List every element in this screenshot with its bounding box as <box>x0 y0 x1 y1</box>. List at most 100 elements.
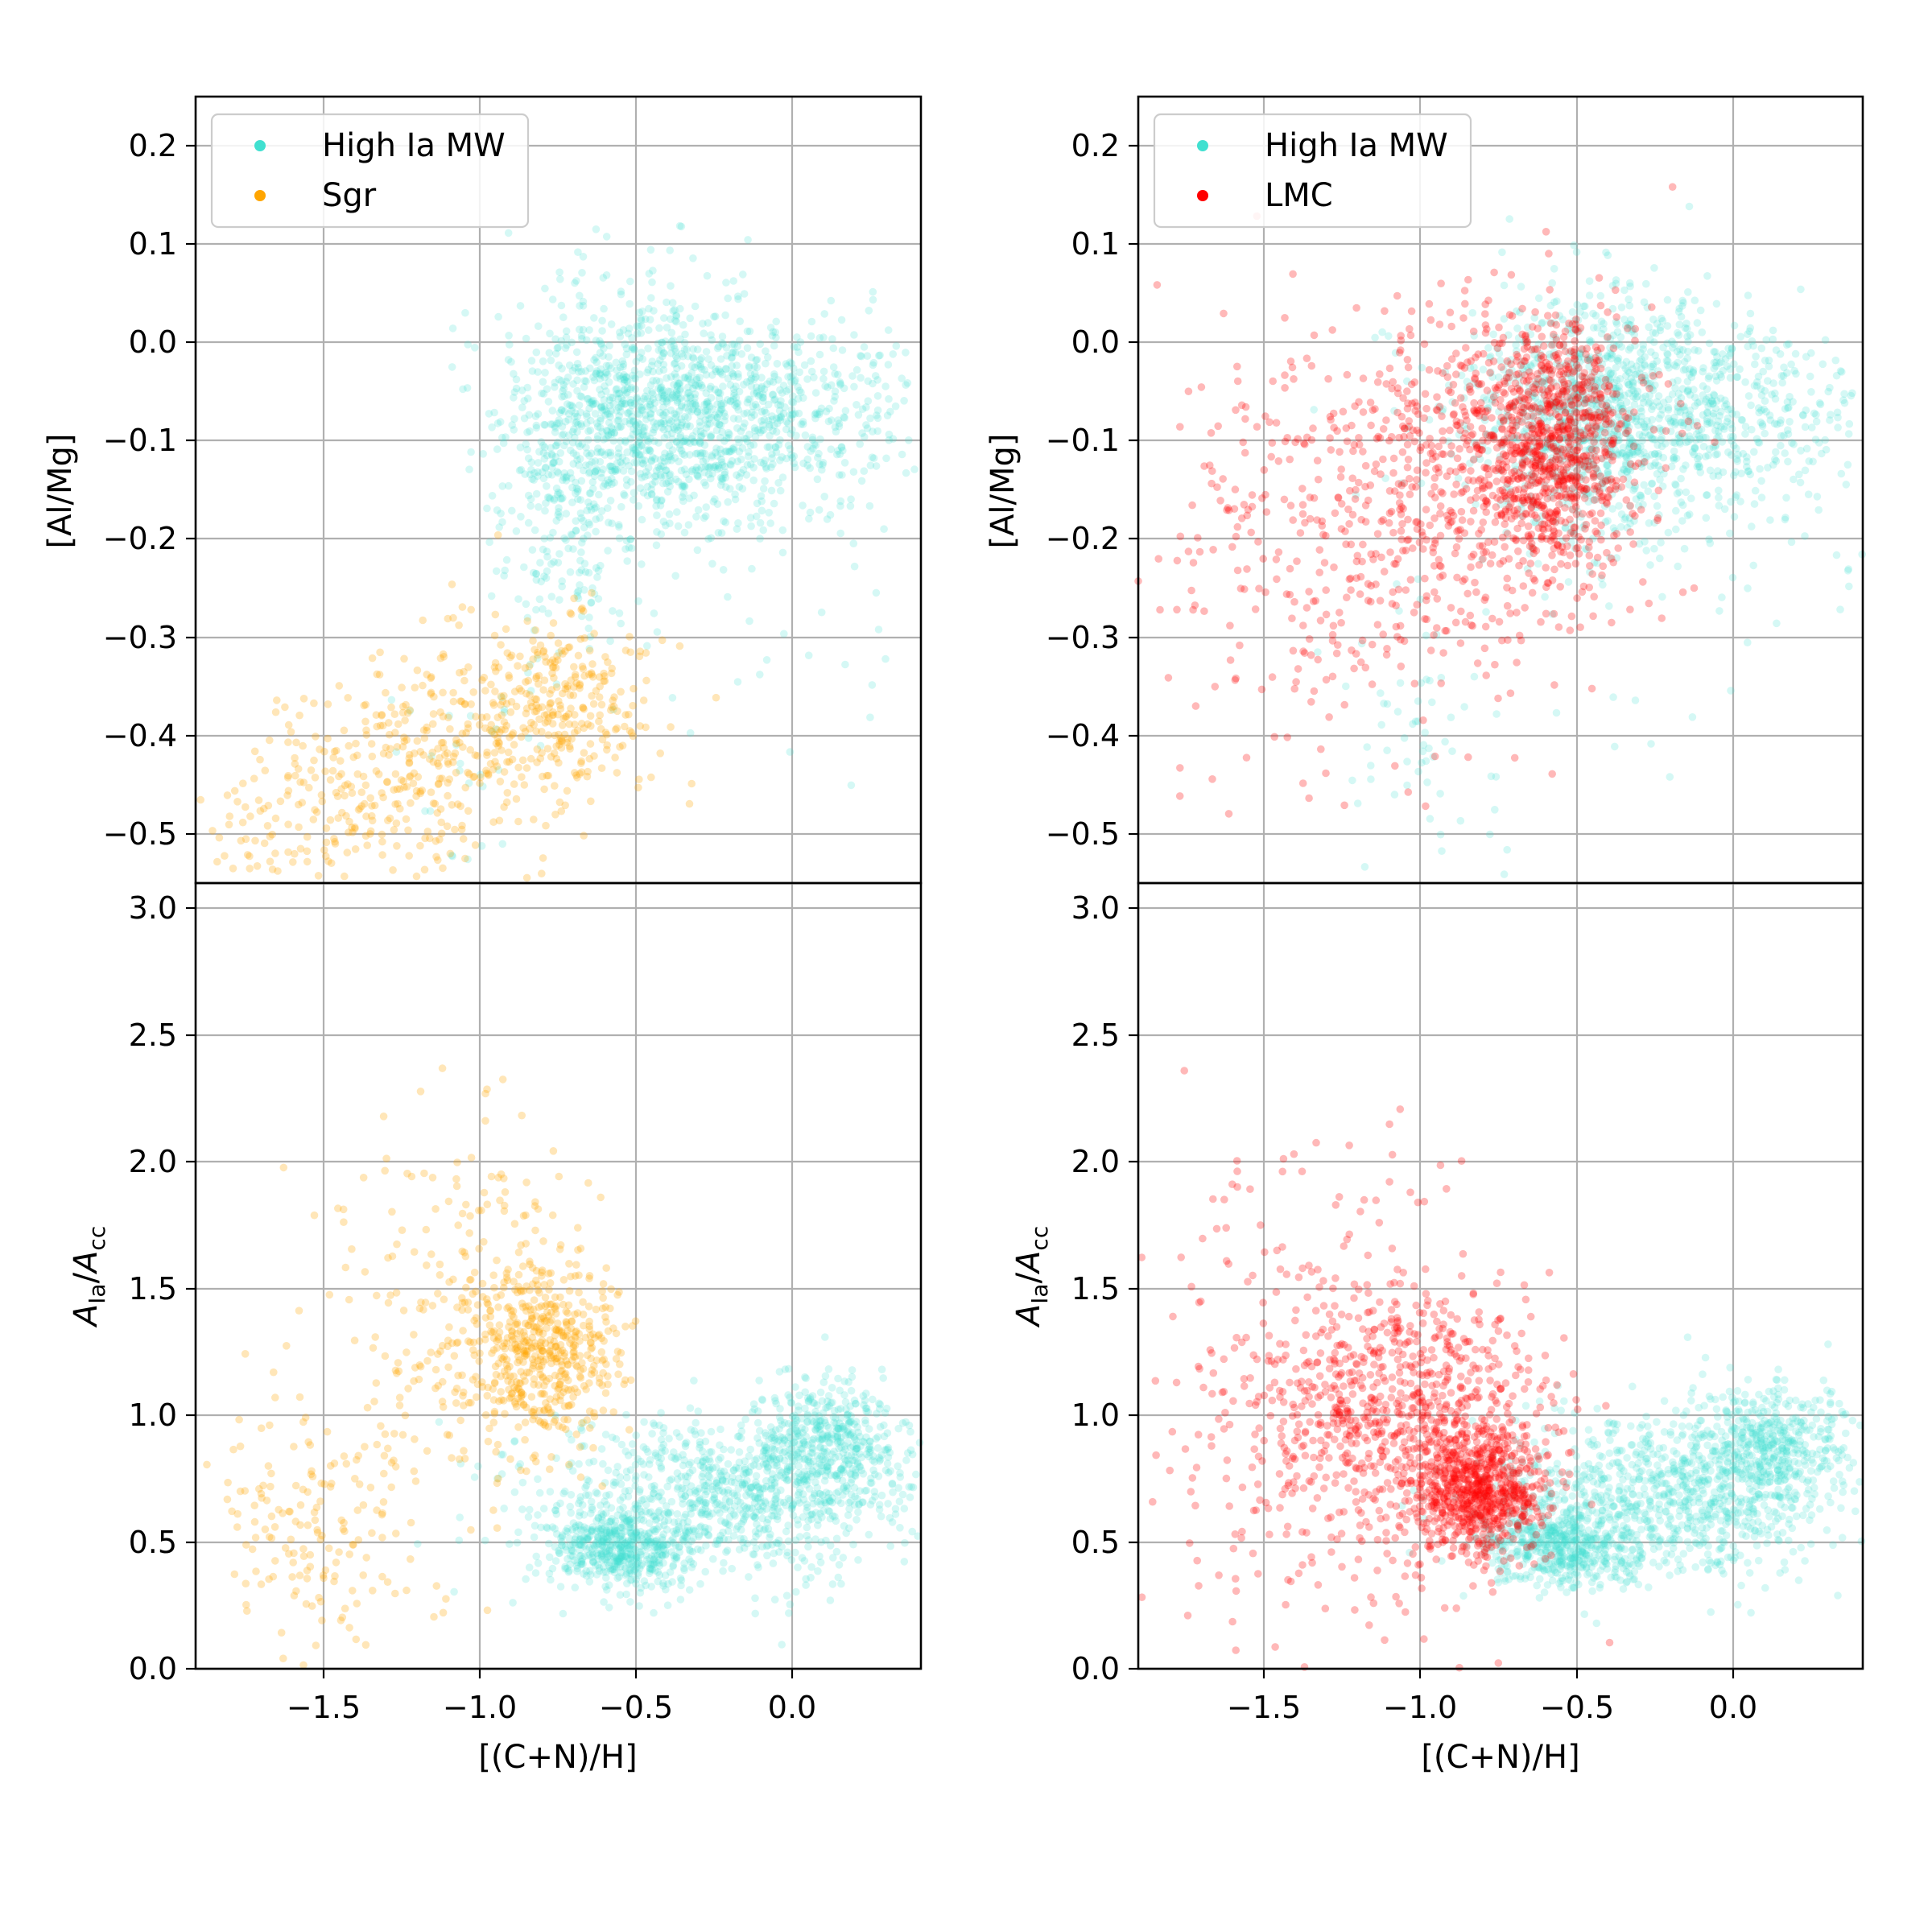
data-point-mw <box>839 446 847 455</box>
data-point-lmc <box>1564 357 1572 365</box>
data-point-sgr <box>431 837 440 845</box>
data-point-mw <box>506 341 514 349</box>
data-point-mw <box>1662 357 1671 365</box>
data-point-mw <box>704 464 713 472</box>
data-point-mw <box>645 304 653 313</box>
data-point-mw <box>857 374 865 382</box>
data-point-sgr <box>367 740 376 748</box>
data-point-mw <box>898 450 906 459</box>
data-point-mw <box>716 407 724 415</box>
data-point-mw <box>562 437 571 446</box>
data-point-mw <box>729 369 737 378</box>
data-point-sgr <box>550 749 559 758</box>
data-point-mw <box>708 451 716 460</box>
data-point-mw <box>685 475 693 484</box>
data-point-mw <box>1845 419 1854 428</box>
data-point-lmc <box>1508 413 1516 422</box>
data-point-mw <box>1496 357 1505 365</box>
data-point-mw <box>569 460 578 468</box>
data-point-mw <box>683 345 691 353</box>
data-point-mw <box>572 489 580 497</box>
data-point-lmc <box>1631 336 1639 345</box>
data-point-sgr <box>256 807 265 815</box>
data-point-sgr <box>578 663 587 671</box>
data-point-sgr <box>521 664 530 672</box>
data-point-mw <box>559 493 567 502</box>
data-point-lmc <box>1587 377 1596 386</box>
data-point-mw <box>700 478 708 487</box>
data-point-lmc <box>1637 506 1645 514</box>
data-point-sgr <box>590 752 598 760</box>
data-point-sgr <box>307 766 316 774</box>
data-point-mw <box>680 482 689 491</box>
data-point-mw <box>592 358 601 366</box>
data-point-mw <box>733 525 741 533</box>
data-point-mw <box>778 473 787 481</box>
data-point-mw <box>694 405 703 413</box>
data-point-sgr <box>493 530 502 539</box>
data-point-mw <box>759 460 768 468</box>
data-point-sgr <box>565 742 574 750</box>
data-point-mw <box>593 423 602 431</box>
data-point-mw <box>716 367 724 376</box>
data-point-sgr <box>493 713 502 721</box>
data-point-mw <box>630 374 638 382</box>
data-point-mw <box>701 416 709 424</box>
data-point-mw <box>1680 544 1689 553</box>
data-point-sgr <box>625 710 633 719</box>
data-point-mw <box>1699 442 1708 451</box>
data-point-mw <box>715 394 724 402</box>
data-point-mw <box>578 539 586 547</box>
data-point-mw <box>552 441 561 449</box>
data-point-mw <box>753 356 762 364</box>
data-point-mw <box>589 373 597 382</box>
data-point-mw <box>885 430 894 439</box>
data-point-lmc <box>1481 328 1490 337</box>
data-point-mw <box>600 436 608 444</box>
data-point-sgr <box>487 680 495 689</box>
data-point-mw <box>623 448 631 456</box>
data-point-mw <box>1706 539 1715 547</box>
data-point-mw <box>448 324 457 332</box>
data-point-mw <box>676 304 684 313</box>
data-point-mw <box>1641 361 1649 370</box>
data-point-lmc <box>1389 378 1397 386</box>
data-point-mw <box>559 473 568 481</box>
data-point-mw <box>717 455 725 464</box>
data-point-mw <box>1814 506 1823 514</box>
data-point-mw <box>777 413 785 422</box>
data-point-mw <box>873 411 881 419</box>
data-point-mw <box>721 448 729 456</box>
data-point-mw <box>663 324 671 332</box>
data-point-mw <box>749 402 758 411</box>
data-point-mw <box>756 428 765 437</box>
data-point-mw <box>576 556 584 565</box>
data-point-mw <box>617 407 625 416</box>
data-point-mw <box>792 431 800 440</box>
data-point-mw <box>782 454 791 463</box>
data-point-mw <box>596 386 604 394</box>
data-point-mw <box>691 466 700 474</box>
data-point-sgr <box>449 613 457 622</box>
data-point-mw <box>616 332 625 341</box>
data-point-mw <box>1698 328 1707 336</box>
data-point-mw <box>803 461 811 469</box>
data-point-mw <box>787 378 795 386</box>
data-point-lmc <box>1600 428 1609 437</box>
data-point-sgr <box>510 780 518 788</box>
data-point-sgr <box>430 692 438 701</box>
data-point-mw <box>820 493 828 501</box>
data-point-mw <box>647 456 655 464</box>
data-point-mw <box>666 246 674 254</box>
data-point-mw <box>590 314 598 322</box>
data-point-mw <box>702 456 710 464</box>
data-point-mw <box>1646 561 1654 569</box>
data-point-sgr <box>324 700 332 708</box>
data-point-mw <box>1784 426 1792 434</box>
data-point-mw <box>574 485 582 493</box>
data-point-mw <box>585 613 593 621</box>
data-point-mw <box>820 310 828 318</box>
data-point-sgr <box>389 866 397 874</box>
data-point-sgr <box>292 738 300 747</box>
